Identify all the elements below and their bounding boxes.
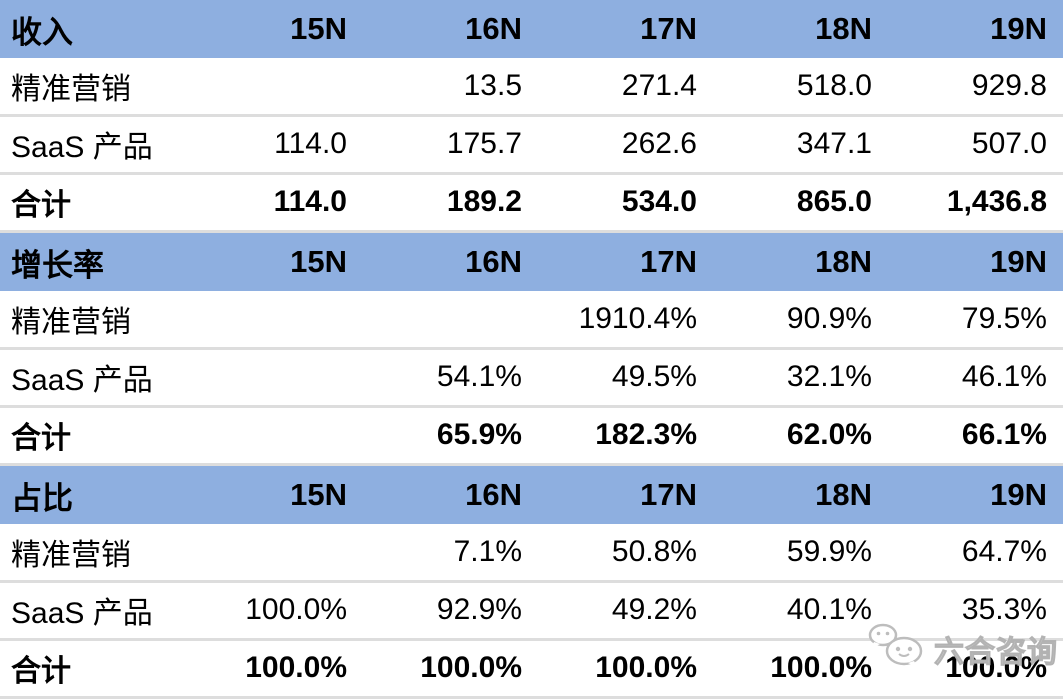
- cell-value: 182.3%: [595, 418, 697, 452]
- column-header-18n: 18N: [815, 477, 872, 513]
- cell-value: 49.5%: [611, 360, 697, 394]
- cell-value: 100.0%: [595, 651, 697, 685]
- column-header-16n: 16N: [465, 244, 522, 280]
- cell-value: 518.0: [796, 68, 872, 102]
- column-header-19n: 19N: [990, 11, 1047, 47]
- row-label: SaaS 产品: [11, 131, 153, 165]
- section-title: 占比: [11, 480, 73, 516]
- column-header-15n: 15N: [290, 244, 347, 280]
- column-header-16n: 16N: [465, 11, 522, 47]
- row-label: 合计: [11, 655, 71, 689]
- section-revenue: 收入 15N 16N 17N 18N 19N 精准营销 13.5 271.4 5…: [0, 0, 1063, 233]
- cell-value: 262.6: [621, 127, 697, 161]
- cell-value: 50.8%: [611, 534, 697, 568]
- table-row-saas-product: SaaS 产品 100.0% 92.9% 49.2% 40.1% 35.3%: [0, 582, 1063, 641]
- cell-value: 40.1%: [786, 593, 872, 627]
- row-label: 精准营销: [11, 305, 131, 339]
- cell-value: 507.0: [971, 127, 1047, 161]
- table-row-total: 合计 100.0% 100.0% 100.0% 100.0% 100.0%: [0, 640, 1063, 699]
- cell-value: 865.0: [796, 185, 872, 219]
- column-header-18n: 18N: [815, 11, 872, 47]
- section-header-row: 收入 15N 16N 17N 18N 19N: [0, 0, 1063, 59]
- cell-value: 79.5%: [961, 301, 1047, 335]
- cell-value: 59.9%: [786, 534, 872, 568]
- cell-value: 46.1%: [961, 360, 1047, 394]
- section-title: 增长率: [11, 247, 104, 283]
- column-header-16n: 16N: [465, 477, 522, 513]
- column-header-15n: 15N: [290, 11, 347, 47]
- cell-value: 189.2: [446, 185, 522, 219]
- row-label: 合计: [11, 189, 71, 223]
- cell-value: 32.1%: [786, 360, 872, 394]
- cell-value: 100.0%: [770, 651, 872, 685]
- column-header-17n: 17N: [640, 244, 697, 280]
- table-row-precision-marketing: 精准营销 1910.4% 90.9% 79.5%: [0, 291, 1063, 350]
- column-header-19n: 19N: [990, 477, 1047, 513]
- cell-value: 100.0%: [945, 651, 1047, 685]
- cell-value: 175.7: [446, 127, 522, 161]
- cell-value: 114.0: [274, 127, 347, 161]
- cell-value: 271.4: [621, 68, 697, 102]
- cell-value: 35.3%: [961, 593, 1047, 627]
- cell-value: 1910.4%: [578, 301, 697, 335]
- cell-value: 100.0%: [245, 651, 347, 685]
- row-label: 合计: [11, 422, 71, 456]
- cell-value: 13.5: [463, 68, 522, 102]
- table-row-saas-product: SaaS 产品 114.0 175.7 262.6 347.1 507.0: [0, 116, 1063, 175]
- section-header-row: 增长率 15N 16N 17N 18N 19N: [0, 233, 1063, 292]
- cell-value: 7.1%: [453, 534, 522, 568]
- row-label: 精准营销: [11, 538, 131, 572]
- cell-value: 1,436.8: [946, 185, 1047, 219]
- section-title: 收入: [11, 14, 73, 50]
- cell-value: 100.0%: [245, 593, 347, 627]
- column-header-17n: 17N: [640, 11, 697, 47]
- cell-value: 347.1: [796, 127, 872, 161]
- cell-value: 90.9%: [786, 301, 872, 335]
- column-header-15n: 15N: [290, 477, 347, 513]
- column-header-18n: 18N: [815, 244, 872, 280]
- table-row-precision-marketing: 精准营销 7.1% 50.8% 59.9% 64.7%: [0, 524, 1063, 583]
- table-row-saas-product: SaaS 产品 54.1% 49.5% 32.1% 46.1%: [0, 349, 1063, 408]
- cell-value: 929.8: [971, 68, 1047, 102]
- column-header-17n: 17N: [640, 477, 697, 513]
- row-label: 精准营销: [11, 72, 131, 106]
- cell-value: 64.7%: [961, 534, 1047, 568]
- cell-value: 92.9%: [436, 593, 522, 627]
- table-row-precision-marketing: 精准营销 13.5 271.4 518.0 929.8: [0, 58, 1063, 117]
- section-share: 占比 15N 16N 17N 18N 19N 精准营销 7.1% 50.8% 5…: [0, 466, 1063, 699]
- cell-value: 65.9%: [436, 418, 522, 452]
- table-row-total: 合计 65.9% 182.3% 62.0% 66.1%: [0, 407, 1063, 466]
- row-label: SaaS 产品: [11, 597, 153, 631]
- cell-value: 62.0%: [786, 418, 872, 452]
- row-label: SaaS 产品: [11, 364, 153, 398]
- cell-value: 534.0: [621, 185, 697, 219]
- cell-value: 100.0%: [420, 651, 522, 685]
- column-header-19n: 19N: [990, 244, 1047, 280]
- section-header-row: 占比 15N 16N 17N 18N 19N: [0, 466, 1063, 525]
- cell-value: 114.0: [273, 185, 347, 219]
- cell-value: 66.1%: [961, 418, 1047, 452]
- table-row-total: 合计 114.0 189.2 534.0 865.0 1,436.8: [0, 174, 1063, 233]
- cell-value: 54.1%: [436, 360, 522, 394]
- cell-value: 49.2%: [611, 593, 697, 627]
- section-growth-rate: 增长率 15N 16N 17N 18N 19N 精准营销 1910.4% 90.…: [0, 233, 1063, 466]
